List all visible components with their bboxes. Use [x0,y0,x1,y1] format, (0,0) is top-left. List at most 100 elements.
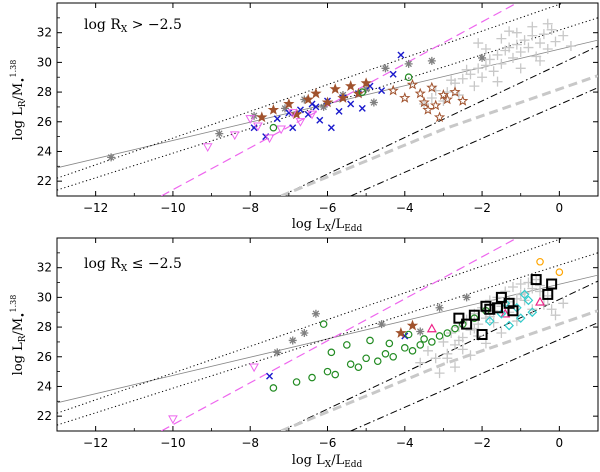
marker-gray-plus [434,368,445,379]
y-tick-label: 26 [37,115,52,129]
marker-green-circle [362,354,370,363]
marker-black-square [495,291,507,303]
marker-black-square [453,312,465,324]
x-tick-label: −2 [473,201,491,215]
marker-green-circle [373,357,382,366]
marker-gray-plus [477,72,488,83]
marker-gray-plus [515,46,526,57]
x-tick-label: −4 [396,436,414,450]
marker-black-square [546,278,558,290]
marker-brown-star [395,327,407,338]
marker-gray-plus [457,344,468,355]
marker-green-circle [400,344,409,352]
line-dashdot-1 [280,280,598,431]
marker-gray-plus [515,279,526,290]
marker-green-circle [331,370,340,379]
marker-gray-plus [538,29,549,40]
marker-gray-asterisk [416,327,425,336]
marker-magenta-triangle-up [500,308,511,318]
marker-brown-star [290,108,303,120]
x-tick-label: −2 [473,436,491,450]
marker-blue-cross [250,124,258,132]
marker-gray-plus [457,73,468,84]
marker-gray-plus [527,21,538,32]
marker-green-circle [354,363,363,371]
marker-magenta-triangle-up [426,323,437,333]
marker-brown-star [345,80,357,91]
y-tick-label: 28 [37,85,52,99]
y-tick-label: 30 [37,290,52,304]
marker-magenta-triangle-down [307,110,317,120]
marker-gray-plus [430,85,441,96]
x-tick-label: −6 [319,201,337,215]
marker-green-circle [269,384,278,392]
marker-gray-plus [558,298,569,309]
marker-cyan-diamond [515,313,526,324]
marker-green-circle [389,352,397,361]
marker-gray-asterisk [215,129,224,138]
marker-gray-plus [446,75,457,86]
x-tick-label: −8 [241,436,259,450]
marker-gray-plus [461,64,472,75]
marker-black-square [542,288,554,300]
marker-blue-cross [266,372,274,380]
marker-gray-plus [496,58,507,69]
marker-gray-plus [430,353,441,364]
marker-brown-open-star [399,92,411,103]
marker-gray-plus [527,304,538,315]
marker-magenta-triangle-up [535,296,546,306]
x-tick-label: −4 [396,201,414,215]
marker-orange-circle [555,268,564,276]
marker-green-circle [381,349,390,358]
marker-magenta-triangle-down [264,134,275,144]
marker-black-square [492,302,504,314]
marker-gray-plus [480,338,491,349]
marker-green-circle [323,367,332,376]
y-tick-label: 26 [37,350,52,364]
marker-gray-plus [523,42,534,53]
marker-blue-cross [289,124,297,132]
marker-green-circle [420,335,428,343]
line-magenta-dashed [161,238,518,431]
marker-magenta-triangle-down [295,118,306,127]
marker-gray-plus [465,350,476,361]
marker-gray-plus [496,328,507,339]
bottom-panel: −12 −10 −8 −6 −4 −2 0 22 24 26 28 30 32 log RX ≤ −2.… [9,237,599,470]
marker-brown-open-star [433,111,446,123]
marker-gray-plus [422,345,433,356]
marker-gray-asterisk [280,104,289,113]
marker-gray-plus [426,93,437,104]
marker-green-circle [308,373,316,382]
top-reference-lines [57,3,598,196]
marker-gray-plus [527,30,538,41]
marker-green-circle [416,341,425,349]
x-tick-label: −10 [160,436,185,450]
marker-cyan-diamond [527,307,538,318]
marker-blue-cross [304,110,312,118]
x-tick-label: 0 [556,201,564,215]
marker-gray-asterisk [478,53,487,62]
marker-gray-plus [453,335,464,346]
marker-blue-cross [327,124,335,132]
marker-gray-plus [504,26,515,37]
marker-black-square [507,305,519,317]
marker-brown-star [406,319,419,331]
top-axis-ticks: −12 −10 −8 −6 −4 −2 0 22 24 26 28 30 32 [37,2,599,215]
x-tick-label: −12 [83,201,108,215]
line-gray-thick-dashed [280,309,598,431]
marker-black-square [476,329,488,340]
marker-blue-cross [389,70,397,78]
marker-brown-star [321,96,334,108]
marker-blue-cross [397,51,405,59]
marker-gray-plus [546,24,557,35]
marker-gray-plus [507,52,518,63]
marker-gray-plus [473,38,484,49]
marker-gray-plus [438,336,449,347]
marker-gray-plus [558,30,569,41]
marker-gray-asterisk [319,102,328,111]
marker-gray-asterisk [377,320,386,329]
marker-gray-plus [511,39,522,50]
x-tick-label: −10 [160,201,185,215]
x-tick-label: −8 [241,201,259,215]
